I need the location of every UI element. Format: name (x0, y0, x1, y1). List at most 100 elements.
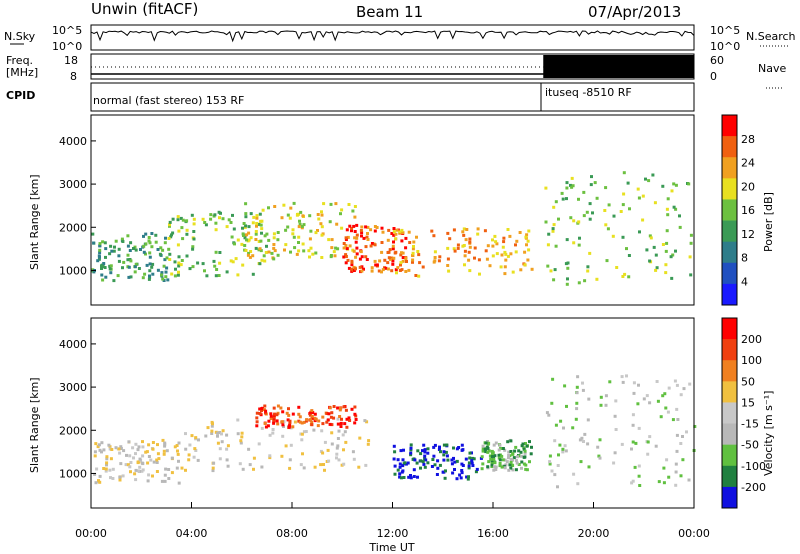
heatmap-cell (437, 448, 441, 451)
heatmap-cell (413, 458, 417, 462)
heatmap-cell (321, 422, 325, 426)
heatmap-cell (350, 407, 354, 411)
heatmap-cell (98, 248, 102, 252)
heatmap-cell (128, 249, 132, 252)
heatmap-cell (255, 420, 259, 424)
heatmap-cell (455, 447, 459, 451)
heatmap-cell (378, 259, 382, 263)
heatmap-cell (524, 463, 528, 467)
heatmap-cell (461, 244, 465, 248)
heatmap-cell (134, 478, 138, 482)
heatmap-cell (623, 272, 627, 276)
heatmap-cell (221, 429, 225, 433)
heatmap-cell (117, 254, 121, 258)
heatmap-cell (332, 416, 336, 420)
heatmap-cell (593, 181, 597, 185)
heatmap-cell (216, 434, 219, 438)
heatmap-cell (439, 450, 442, 454)
heatmap-cell (95, 467, 99, 471)
heatmap-cell (339, 421, 343, 425)
heatmap-cell (284, 444, 288, 448)
heatmap-cell (412, 468, 416, 472)
heatmap-cell (364, 245, 368, 249)
heatmap-cell (297, 249, 301, 253)
y-tick-label: 2000 (59, 221, 87, 234)
heatmap-cell (512, 456, 516, 460)
heatmap-cell (571, 426, 575, 430)
heatmap-cell (514, 459, 518, 463)
power-colorbar-label: Power [dB] (762, 192, 775, 252)
heatmap-cell (267, 206, 270, 210)
power-heatmap (91, 171, 693, 286)
velocity-panel-frame (90, 317, 695, 509)
heatmap-cell (520, 466, 523, 470)
heatmap-cell (259, 239, 263, 243)
heatmap-cell (417, 253, 421, 257)
heatmap-cell (108, 447, 112, 451)
heatmap-cell (93, 454, 97, 458)
heatmap-cell (412, 240, 416, 244)
heatmap-cell (654, 268, 658, 272)
heatmap-cell (620, 442, 624, 446)
heatmap-cell (254, 246, 258, 250)
heatmap-cell (260, 409, 263, 413)
velocity-colorbar-label: Velocity [m s⁻¹] (762, 391, 775, 476)
heatmap-cell (98, 474, 102, 478)
heatmap-cell (481, 447, 485, 451)
heatmap-cell (244, 249, 248, 252)
heatmap-cell (174, 267, 177, 271)
heatmap-cell (141, 276, 145, 280)
heatmap-cell (455, 459, 459, 463)
heatmap-cell (314, 417, 318, 421)
heatmap-cell (552, 278, 556, 282)
heatmap-cell (240, 431, 244, 435)
heatmap-cell (232, 227, 236, 231)
heatmap-cell (298, 415, 302, 419)
heatmap-cell (192, 217, 196, 221)
heatmap-cell (510, 463, 514, 467)
heatmap-cell (209, 217, 213, 221)
heatmap-cell (387, 256, 391, 260)
heatmap-cell (401, 259, 405, 263)
heatmap-cell (681, 435, 684, 438)
heatmap-cell (483, 229, 487, 233)
heatmap-cell (148, 269, 152, 273)
heatmap-cell (432, 445, 436, 449)
heatmap-cell (173, 274, 177, 278)
heatmap-cell (509, 439, 513, 443)
heatmap-cell (128, 465, 132, 469)
heatmap-cell (526, 239, 530, 243)
heatmap-cell (332, 405, 336, 408)
heatmap-cell (289, 250, 292, 254)
heatmap-cell (491, 244, 495, 248)
heatmap-cell (134, 248, 138, 252)
heatmap-cell (251, 221, 255, 225)
heatmap-cell (187, 458, 191, 462)
heatmap-cell (419, 466, 422, 470)
heatmap-cell (236, 273, 240, 277)
heatmap-cell (286, 418, 290, 422)
heatmap-cell (360, 255, 364, 259)
heatmap-cell (92, 241, 96, 245)
heatmap-cell (663, 392, 667, 396)
heatmap-cell (252, 215, 256, 219)
heatmap-cell (190, 434, 194, 438)
heatmap-cell (464, 457, 468, 461)
heatmap-cell (493, 234, 497, 238)
heatmap-cell (117, 447, 121, 451)
heatmap-cell (166, 278, 170, 282)
heatmap-cell (430, 465, 434, 468)
heatmap-cell (285, 411, 289, 415)
heatmap-cell (219, 211, 222, 215)
heatmap-cell (269, 417, 273, 420)
heatmap-cell (400, 476, 403, 480)
heatmap-cell (272, 418, 276, 422)
heatmap-cell (111, 477, 115, 480)
heatmap-cell (316, 229, 319, 232)
heatmap-cell (666, 197, 670, 201)
heatmap-cell (184, 468, 187, 472)
heatmap-cell (415, 461, 419, 465)
heatmap-cell (470, 461, 474, 465)
heatmap-cell (170, 471, 174, 475)
heatmap-cell (329, 255, 333, 259)
